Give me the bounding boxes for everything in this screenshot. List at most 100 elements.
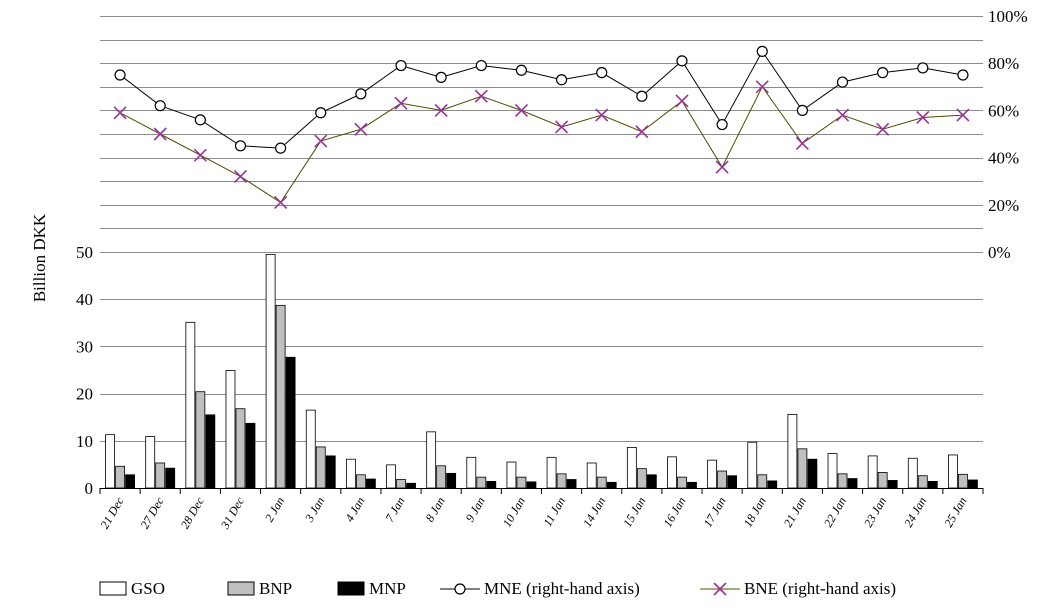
x-stroke <box>795 136 809 151</box>
legend-label: MNE (right-hand axis) <box>484 579 640 598</box>
bar-mnp <box>446 472 457 489</box>
line-series <box>113 45 970 210</box>
bar-gso <box>426 431 437 489</box>
y-axis-label: Billion DKK <box>30 213 49 302</box>
right-axis-ticks: 0% 20% 40% 60% 80% 100% <box>988 7 1028 262</box>
point-circle-marker <box>877 67 889 79</box>
point-circle-marker <box>796 104 808 117</box>
gridlines <box>100 16 983 442</box>
bar-mnp <box>406 482 416 489</box>
point-circle-marker <box>676 55 688 67</box>
x-tick-label: 25 Jan <box>941 495 969 530</box>
bar-bnp <box>476 476 487 489</box>
point-x-marker <box>354 122 368 136</box>
bar-bnp <box>837 473 848 489</box>
axes <box>99 488 984 494</box>
point-x-marker <box>394 96 408 110</box>
x-tick-label: 17 Jan <box>700 495 728 530</box>
x-tick-label: 28 Dec <box>178 494 208 531</box>
bar-bnp <box>797 448 808 489</box>
x-tick-label: 23 Jan <box>861 495 889 530</box>
y2-tick-label: 20% <box>988 196 1019 215</box>
bar-bnp <box>436 465 447 489</box>
bar-gso <box>305 409 316 489</box>
bar-gso <box>867 455 878 489</box>
x-stroke <box>635 125 649 139</box>
x-tick-label: 22 Jan <box>821 495 849 530</box>
x-stroke <box>715 160 729 174</box>
legend-item-mne: MNE (right-hand axis) <box>440 579 640 598</box>
x-tick-label: 31 Dec <box>217 494 247 532</box>
x-stroke <box>394 96 408 110</box>
point-circle-marker <box>435 71 447 83</box>
bar-gso <box>105 434 115 489</box>
point-circle-marker <box>355 88 367 100</box>
x-stroke <box>193 148 207 162</box>
bar-gso <box>787 413 798 489</box>
point-x-marker <box>635 125 649 139</box>
bar-mnp <box>727 475 738 489</box>
left-axis-ticks: 0 10 20 30 40 50 <box>76 243 93 498</box>
bar-gso <box>466 456 477 489</box>
bar-bnp <box>917 475 928 489</box>
x-stroke <box>474 89 488 103</box>
bar-bnp <box>115 465 125 489</box>
legend-label: BNE (right-hand axis) <box>744 579 896 598</box>
bar-mnp <box>325 455 336 489</box>
legend-item-gso: GSO <box>99 579 165 598</box>
point-circle-marker <box>475 59 487 72</box>
y-tick-label: 10 <box>76 432 93 451</box>
bar-mnp <box>606 481 617 489</box>
point-circle-marker <box>716 118 728 131</box>
point-x-marker <box>274 195 288 210</box>
bar-mnp <box>847 478 858 489</box>
bar-mnp <box>285 356 296 489</box>
y-tick-label: 20 <box>76 385 93 404</box>
bar-mnp <box>646 474 657 489</box>
x-tick-label: 18 Jan <box>741 495 769 530</box>
series-line-circle <box>119 50 964 149</box>
point-x-marker <box>314 134 328 148</box>
bar-series <box>105 253 978 489</box>
point-x-marker <box>153 127 167 141</box>
point-x-marker <box>795 136 809 151</box>
x-stroke <box>514 103 528 117</box>
bar-bnp <box>717 470 728 489</box>
point-circle-marker <box>515 64 528 76</box>
x-stroke <box>755 80 769 94</box>
x-stroke <box>916 110 930 125</box>
point-x-marker <box>113 106 127 120</box>
point-x-marker <box>595 108 609 122</box>
x-stroke <box>595 108 609 122</box>
point-x-marker <box>755 80 769 94</box>
point-x-marker <box>675 94 689 108</box>
bar-bnp <box>958 473 968 489</box>
y-tick-label: 0 <box>85 479 94 498</box>
point-circle-marker <box>275 142 287 154</box>
y2-tick-label: 100% <box>988 7 1028 26</box>
bar-bnp <box>516 476 527 489</box>
bar-gso <box>827 453 838 489</box>
x-stroke <box>675 94 689 108</box>
x-stroke <box>956 108 970 122</box>
legend-x-marker <box>713 582 727 596</box>
x-tick-label: 9 Jan <box>463 495 488 525</box>
y-tick-label: 40 <box>76 290 93 309</box>
point-circle-marker <box>596 67 608 79</box>
x-tick-label: 3 Jan <box>302 495 328 526</box>
bar-gso <box>586 462 597 489</box>
bar-bnp <box>195 391 206 489</box>
x-stroke <box>835 108 850 122</box>
point-circle-marker <box>957 69 969 81</box>
point-x-marker <box>956 108 970 122</box>
bar-gso <box>626 447 637 489</box>
bar-gso <box>506 461 517 489</box>
bar-mnp <box>125 474 135 489</box>
bar-mnp <box>165 467 176 489</box>
x-stroke <box>233 169 248 184</box>
point-circle-marker <box>114 69 126 81</box>
x-tick-label: 7 Jan <box>382 495 407 525</box>
bar-bnp <box>355 474 366 489</box>
legend-swatch <box>337 581 365 596</box>
legend-circle-marker <box>454 583 466 595</box>
